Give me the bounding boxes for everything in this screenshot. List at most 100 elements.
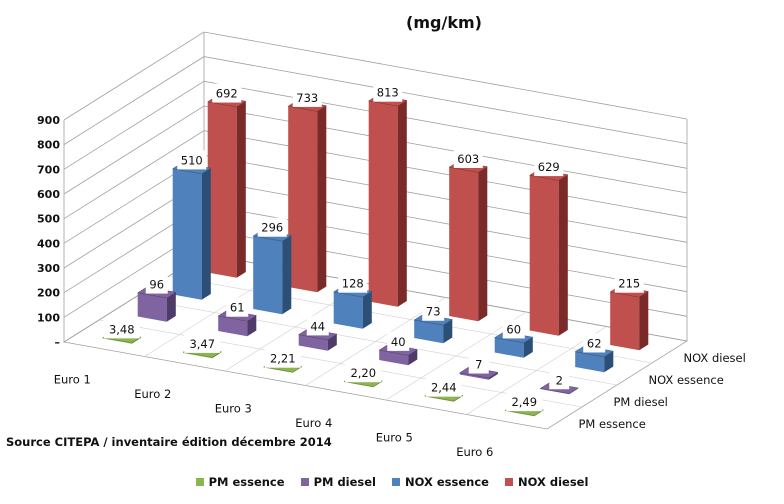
floor-gridline	[168, 275, 653, 364]
bar-side-face	[604, 351, 614, 373]
data-label-box	[212, 83, 242, 103]
data-label-box	[145, 274, 168, 294]
bar-nox-essence-euro-2: 296	[252, 217, 292, 315]
data-label: 510	[181, 153, 203, 167]
data-label-box	[468, 354, 489, 374]
data-label: 2	[556, 373, 563, 387]
data-label-box	[177, 150, 207, 170]
bar-side-face	[362, 291, 372, 329]
data-label-box	[614, 273, 644, 293]
bar-front-face	[379, 350, 409, 366]
bar-front-face	[172, 168, 202, 300]
data-label-box	[453, 148, 483, 168]
bar-side-face	[443, 319, 453, 344]
data-label: 44	[310, 319, 325, 333]
data-label: 215	[618, 277, 640, 291]
data-label-box	[534, 157, 564, 177]
data-label: 7	[475, 358, 482, 372]
bar-nox-diesel-euro-6: 215	[609, 273, 649, 351]
data-label-box	[387, 331, 410, 351]
bar-pm-essence-euro-6: 2,49	[504, 392, 544, 417]
data-label: 2,44	[431, 381, 457, 395]
bar-side-face	[166, 292, 176, 322]
bar-front-face	[207, 101, 237, 278]
bar-side-face	[247, 315, 257, 337]
data-label: 692	[216, 87, 238, 101]
y-tick-label: –	[55, 336, 61, 349]
bar-front-face	[288, 106, 318, 293]
bar-nox-diesel-euro-1: 692	[207, 83, 247, 278]
bar-front-face	[610, 292, 640, 351]
bar-pm-essence-euro-3: 2,21	[263, 348, 303, 373]
data-label-box	[422, 301, 445, 321]
bar-nox-diesel-euro-2: 733	[287, 87, 327, 293]
bar-nox-diesel-euro-4: 603	[448, 148, 488, 322]
bar-pm-diesel-euro-2: 61	[217, 297, 257, 337]
y-tick-label: 700	[37, 163, 60, 176]
legend: PM essence PM diesel NOX essence NOX die…	[0, 475, 784, 489]
data-label-box	[373, 82, 403, 102]
x-tick-label-euro-6: Euro 6	[456, 445, 493, 459]
legend-label-nox-essence: NOX essence	[405, 475, 489, 489]
legend-label-pm-diesel: PM diesel	[313, 475, 376, 489]
data-label: 62	[587, 336, 602, 350]
floor-gridline	[133, 297, 618, 386]
bar-side-face	[639, 291, 649, 351]
data-label: 40	[391, 335, 406, 349]
x-tick-label-euro-1: Euro 1	[54, 372, 91, 386]
bar-nox-essence-euro-4: 73	[413, 301, 453, 344]
data-label-box	[345, 363, 382, 383]
data-label: 3,47	[189, 337, 215, 351]
y-tick-label: 400	[37, 237, 60, 250]
bar-side-face	[523, 337, 533, 358]
source-note: Source CITEPA / inventaire édition décem…	[6, 435, 332, 449]
unit-label: (mg/km)	[406, 13, 482, 32]
data-label: 3,48	[109, 322, 135, 336]
data-label: 128	[342, 277, 364, 291]
bar-front-face	[459, 372, 489, 380]
bar-side-face	[408, 349, 418, 366]
data-label: 603	[457, 152, 479, 166]
bar-pm-diesel-euro-3: 44	[298, 316, 338, 351]
data-label-box	[103, 319, 140, 339]
data-label: 61	[230, 301, 245, 315]
bar-front-face	[253, 236, 283, 315]
bar-nox-diesel-euro-5: 629	[529, 157, 569, 336]
bar-nox-essence-euro-6: 62	[574, 333, 614, 373]
x-tick-label-euro-3: Euro 3	[215, 401, 252, 415]
data-label: 2,20	[350, 366, 376, 380]
bar-front-face	[333, 291, 363, 329]
bar-front-face	[368, 100, 398, 307]
data-label: 733	[296, 91, 318, 105]
bar-pm-essence-euro-4: 2,20	[343, 363, 383, 388]
chart-labels: Euro 1 Euro 2 Euro 3 Euro 4 Euro 5 Euro 6 PM e…	[54, 351, 746, 459]
data-label-box	[338, 273, 368, 293]
x-tick-label-euro-5: Euro 5	[376, 430, 413, 444]
data-label: 96	[149, 278, 164, 292]
data-label-box	[226, 297, 249, 317]
bar-side-face	[558, 174, 568, 336]
bar-side-face	[397, 100, 407, 307]
bar-front-face	[218, 316, 248, 337]
y-tick-label: 900	[37, 114, 60, 127]
legend-item-nox-essence: NOX essence	[392, 475, 489, 489]
legend-swatch-pm-essence	[195, 477, 204, 486]
y-tick-label: 800	[37, 139, 60, 152]
z-tick-label-nox-essence: NOX essence	[649, 373, 724, 387]
data-label-box	[292, 87, 322, 107]
bar-pm-essence-euro-5: 2,44	[424, 377, 464, 402]
data-label-box	[264, 348, 301, 368]
bar-front-face	[449, 167, 479, 322]
legend-label-pm-essence: PM essence	[208, 475, 285, 489]
data-label: 73	[426, 305, 441, 319]
y-tick-label: 600	[37, 188, 60, 201]
bar-nox-essence-euro-5: 60	[494, 319, 534, 358]
data-label-box	[306, 316, 329, 336]
bar-side-face	[201, 168, 211, 300]
data-label: 2,21	[270, 352, 296, 366]
bar-front-face	[494, 337, 524, 358]
legend-item-pm-essence: PM essence	[195, 475, 285, 489]
bar-pm-diesel-euro-1: 96	[137, 274, 177, 322]
bar-side-face	[236, 101, 246, 278]
